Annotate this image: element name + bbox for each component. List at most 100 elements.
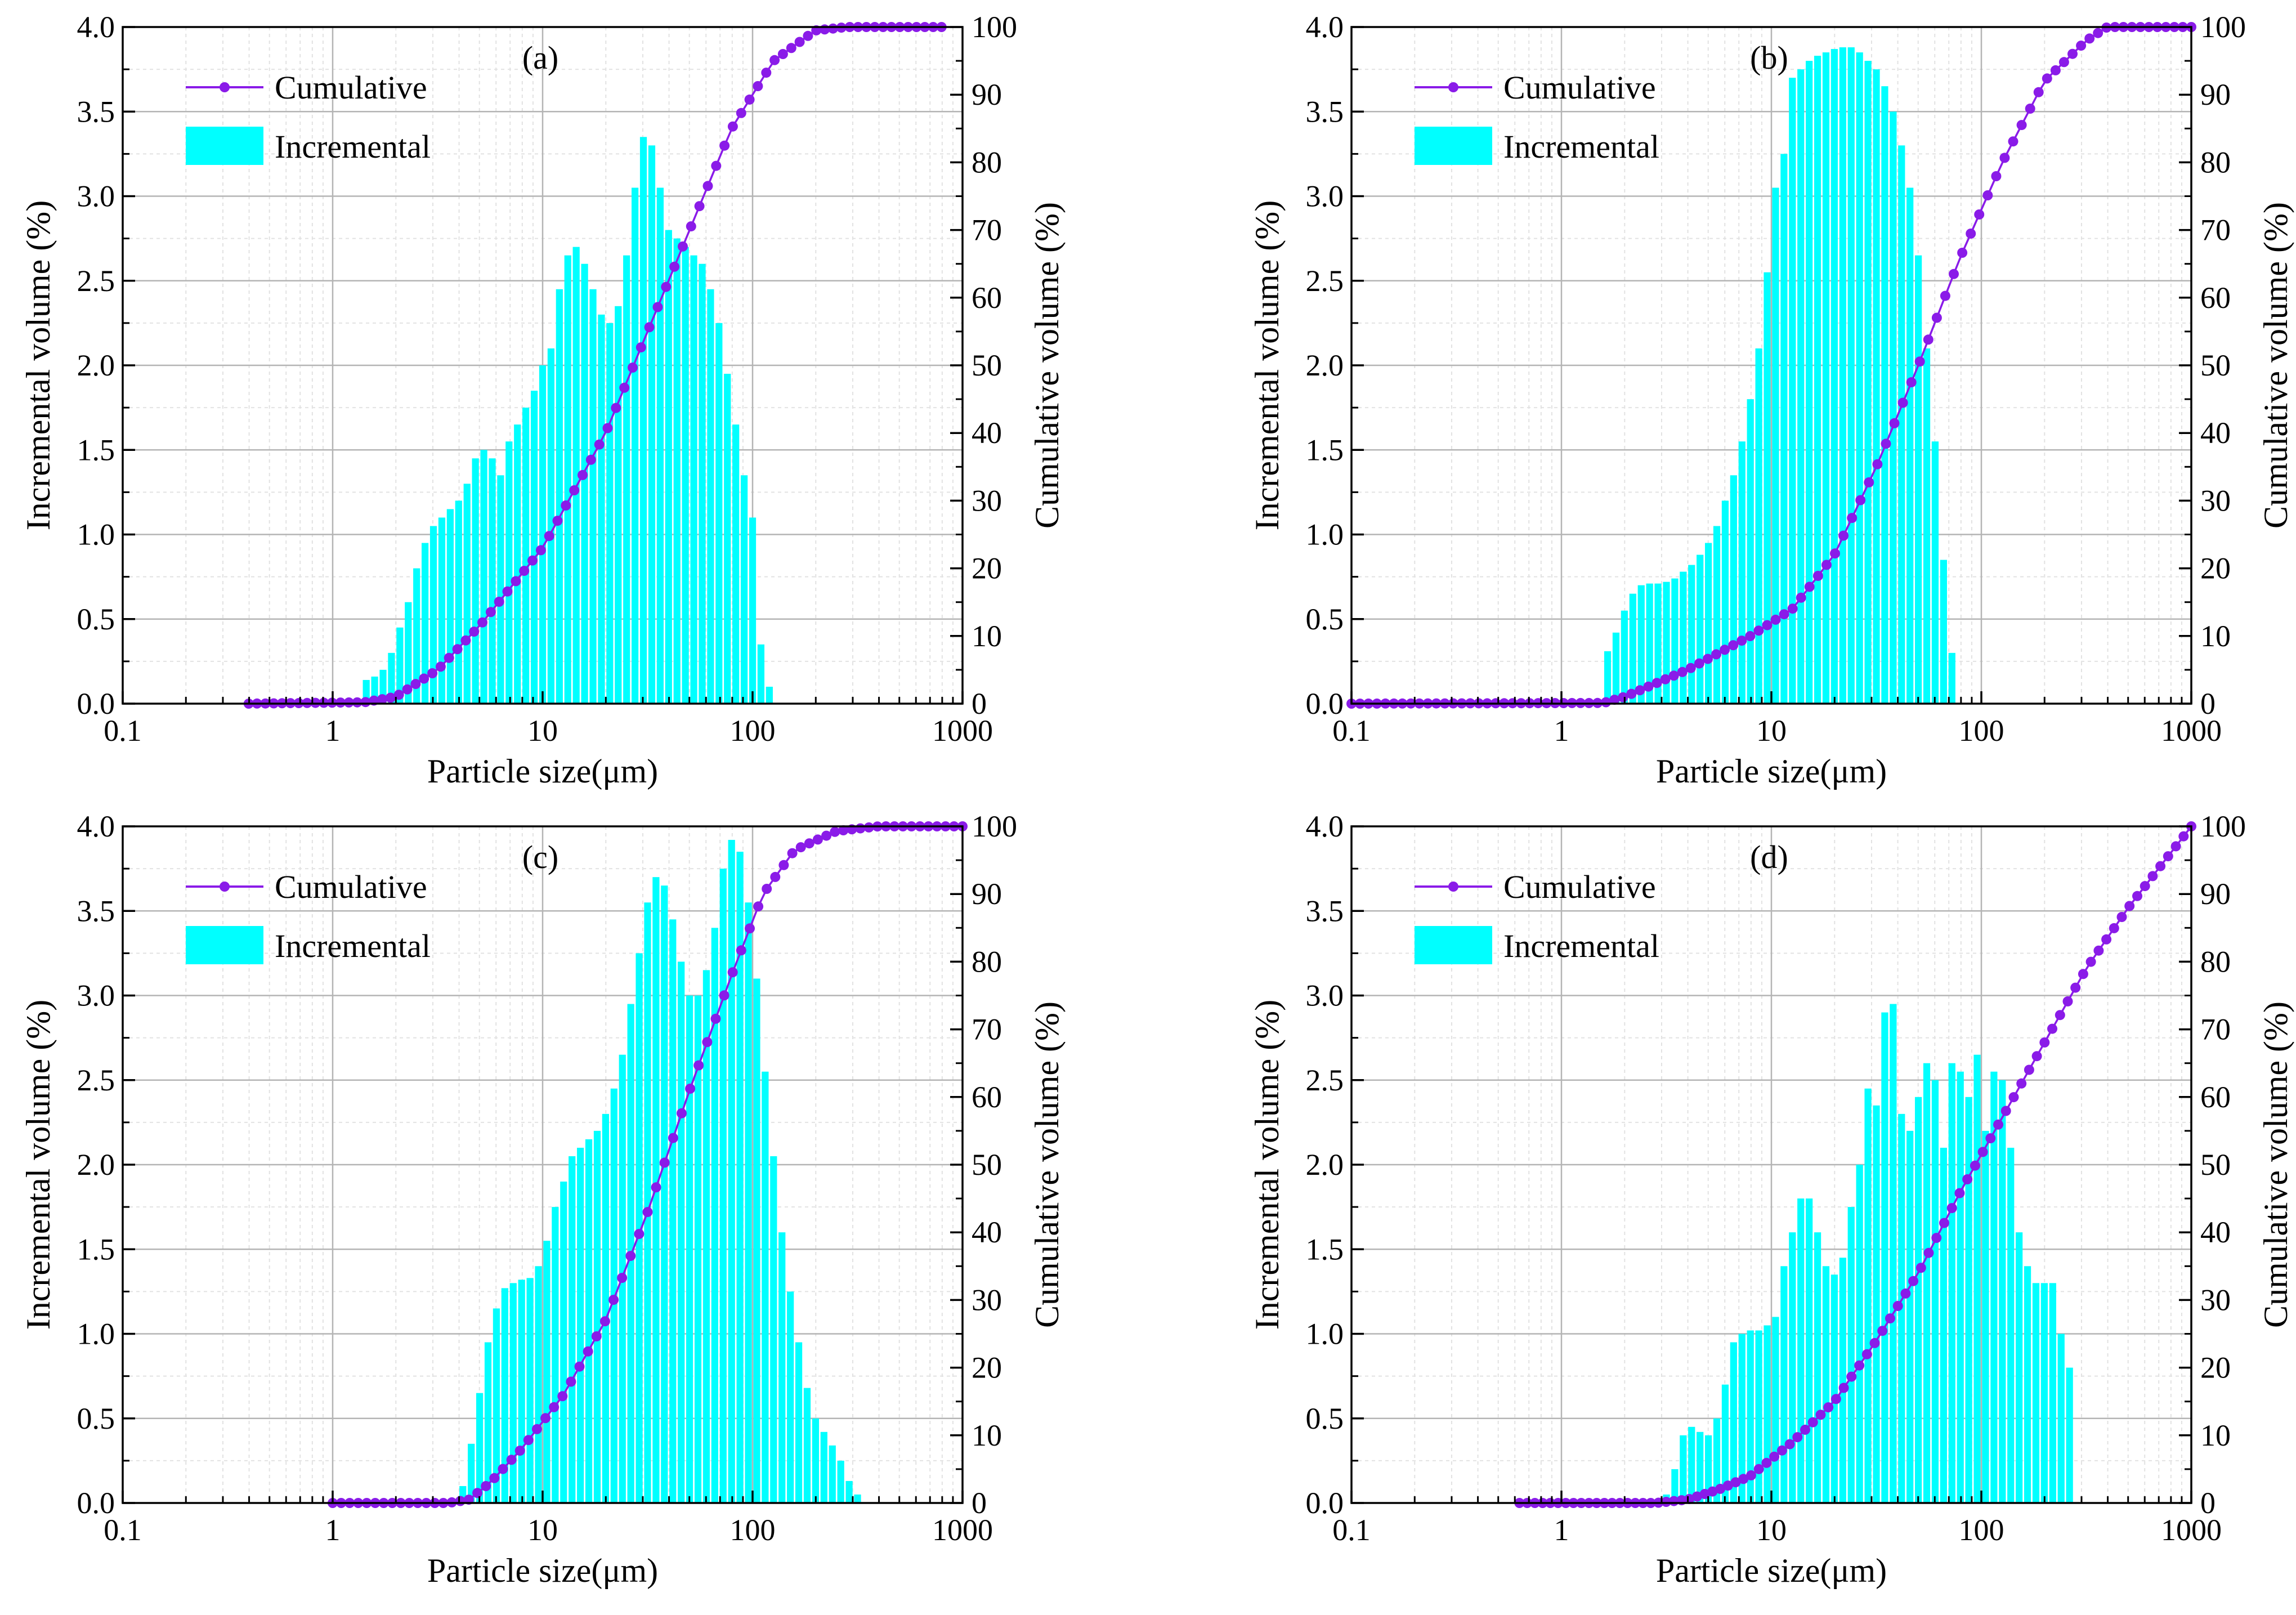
incremental-bar xyxy=(1646,583,1653,704)
cumulative-marker xyxy=(753,901,764,912)
cumulative-marker xyxy=(2163,851,2173,862)
incremental-bar xyxy=(665,230,672,704)
cumulative-marker xyxy=(1746,1470,1756,1480)
x-tick-label: 10 xyxy=(527,714,558,748)
cumulative-marker xyxy=(1966,229,1976,239)
cumulative-marker xyxy=(2147,871,2158,882)
incremental-bar xyxy=(422,543,429,704)
cumulative-marker xyxy=(1738,1474,1749,1484)
cumulative-marker xyxy=(1800,1424,1810,1435)
incremental-bar xyxy=(1713,526,1721,704)
cumulative-marker xyxy=(1684,1493,1695,1504)
cumulative-marker xyxy=(786,43,796,53)
cumulative-marker xyxy=(1635,685,1645,696)
cumulative-marker xyxy=(2058,57,2069,68)
y-right-tick-label: 60 xyxy=(972,1080,1002,1114)
y-right-tick-label: 30 xyxy=(972,1283,1002,1317)
incremental-bar xyxy=(644,902,651,1503)
incremental-bar xyxy=(569,1156,576,1503)
cumulative-marker xyxy=(812,834,823,845)
incremental-bar xyxy=(1847,1207,1855,1503)
incremental-bar xyxy=(2032,1283,2040,1503)
incremental-bar xyxy=(1822,52,1830,704)
incremental-bar xyxy=(1764,272,1771,704)
legend-marker-swatch xyxy=(1448,82,1458,92)
y-right-tick-label: 40 xyxy=(2200,416,2231,450)
cumulative-marker xyxy=(2039,1037,2050,1048)
incremental-bar xyxy=(1890,111,1897,704)
y-left-tick-label: 0.0 xyxy=(77,1486,115,1520)
incremental-bar xyxy=(1654,583,1662,704)
y-left-tick-label: 0.5 xyxy=(77,1402,115,1435)
incremental-bar xyxy=(1839,1258,1846,1503)
cumulative-marker xyxy=(1730,1477,1741,1488)
incremental-bar xyxy=(552,1207,559,1503)
cumulative-marker xyxy=(1931,1233,1942,1243)
incremental-bar xyxy=(812,1418,820,1503)
incremental-bar xyxy=(1604,651,1612,704)
cumulative-marker xyxy=(736,945,746,956)
y-right-tick-label: 100 xyxy=(2200,809,2246,843)
cumulative-marker xyxy=(711,160,722,171)
incremental-bar xyxy=(1780,154,1788,704)
y-left-tick-label: 1.5 xyxy=(77,433,115,467)
y-left-axis-title: Incremental volume (%) xyxy=(20,200,57,530)
cumulative-marker xyxy=(1847,513,1858,524)
y-left-tick-label: 4.0 xyxy=(77,809,115,843)
incremental-bar xyxy=(682,247,689,704)
legend-label-incremental: Incremental xyxy=(275,928,431,964)
cumulative-marker xyxy=(1885,1313,1895,1324)
cumulative-marker xyxy=(761,68,772,78)
cumulative-marker xyxy=(727,967,738,978)
incremental-bar xyxy=(1931,441,1939,704)
incremental-bar xyxy=(1789,1232,1796,1503)
incremental-bar xyxy=(501,1288,508,1503)
y-left-tick-label: 3.5 xyxy=(77,894,115,928)
y-right-tick-label: 70 xyxy=(2200,1013,2231,1046)
cumulative-marker xyxy=(410,679,421,690)
cumulative-marker xyxy=(1762,620,1773,630)
cumulative-marker xyxy=(611,402,621,413)
incremental-bar xyxy=(1680,571,1687,704)
cumulative-marker xyxy=(1970,1160,1980,1171)
incremental-bar xyxy=(1637,585,1645,704)
y-right-tick-label: 40 xyxy=(2200,1215,2231,1249)
cumulative-marker xyxy=(804,838,814,849)
incremental-bar xyxy=(1898,145,1905,704)
incremental-bar xyxy=(1940,1147,1947,1503)
incremental-bar xyxy=(1738,441,1746,704)
incremental-bar xyxy=(543,1241,550,1503)
legend-label-cumulative: Cumulative xyxy=(275,869,427,905)
incremental-bar xyxy=(429,526,437,704)
cumulative-marker xyxy=(2024,1064,2034,1075)
incremental-bar xyxy=(530,391,538,704)
incremental-bar xyxy=(1612,632,1620,704)
incremental-bar xyxy=(678,961,685,1503)
cumulative-marker xyxy=(1991,171,2002,181)
cumulative-marker xyxy=(523,1435,534,1446)
incremental-bar xyxy=(1982,1130,1989,1503)
cumulative-marker xyxy=(642,1207,653,1218)
cumulative-marker xyxy=(1776,1445,1787,1456)
y-left-tick-label: 4.0 xyxy=(1306,10,1344,44)
cumulative-marker xyxy=(514,1446,525,1456)
incremental-bar xyxy=(1856,52,1863,704)
cumulative-marker xyxy=(402,684,413,695)
incremental-bar xyxy=(1697,1431,1704,1503)
cumulative-marker xyxy=(1897,397,1908,408)
cumulative-marker xyxy=(777,49,788,59)
incremental-bar xyxy=(405,602,412,704)
y-right-tick-label: 50 xyxy=(972,1148,1002,1182)
cumulative-marker xyxy=(427,668,438,678)
incremental-bar xyxy=(745,902,752,1503)
cumulative-marker xyxy=(585,454,596,465)
incremental-bar xyxy=(632,187,639,704)
cumulative-marker xyxy=(727,121,738,132)
incremental-bar xyxy=(1881,86,1888,704)
cumulative-marker xyxy=(561,500,571,511)
cumulative-marker xyxy=(821,830,832,841)
cumulative-marker xyxy=(531,1424,542,1434)
incremental-bar xyxy=(673,238,681,704)
cumulative-marker xyxy=(506,1455,517,1465)
incremental-bar xyxy=(694,995,702,1503)
